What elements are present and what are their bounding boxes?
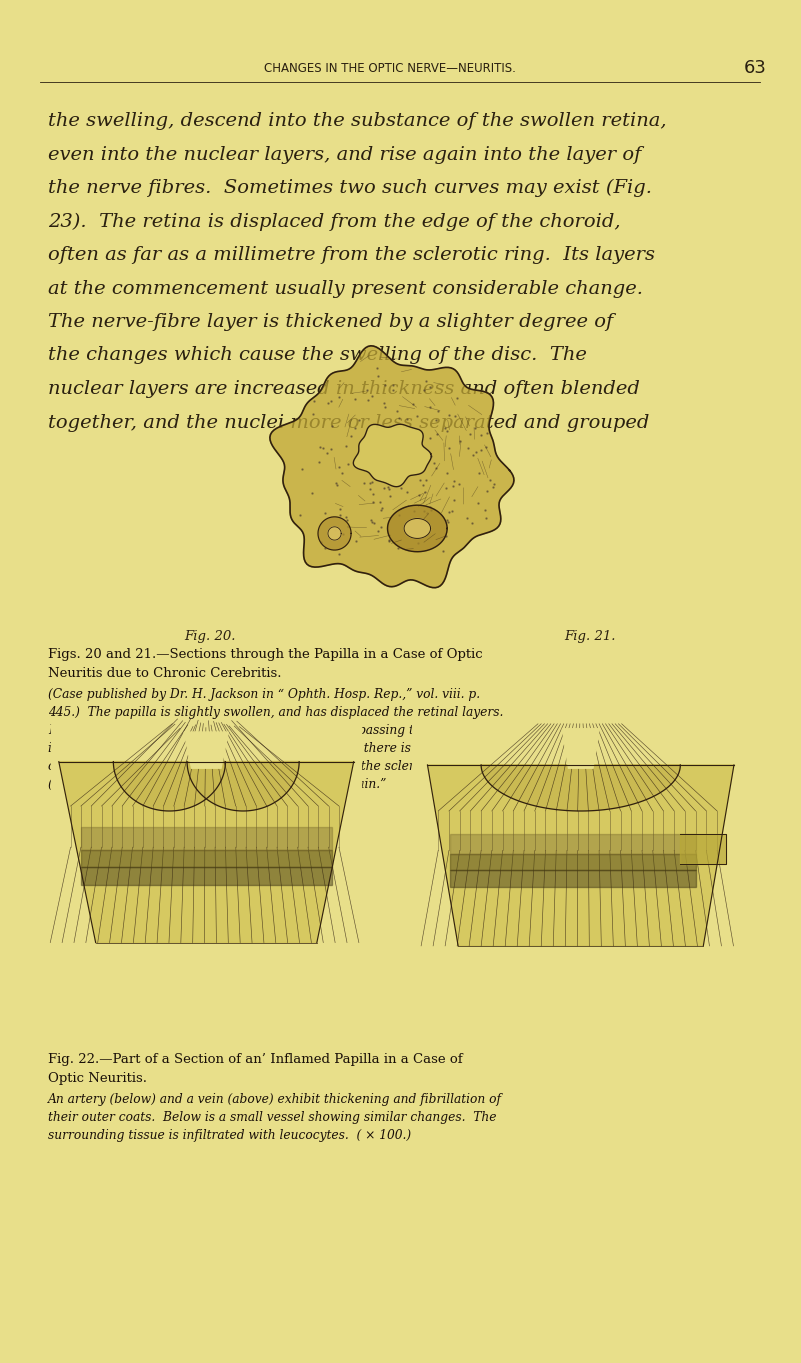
Polygon shape: [353, 424, 431, 487]
Text: (Case published by Dr. H. Jackson in “ Ophth. Hosp. Rep.,” vol. viii. p.: (Case published by Dr. H. Jackson in “ O…: [48, 688, 480, 701]
Text: 23).  The retina is displaced from the edge of the choroid,: 23). The retina is displaced from the ed…: [48, 213, 621, 230]
Text: In Fig. 20 a vein is seen becoming compressed in passing through the: In Fig. 20 a vein is seen becoming compr…: [48, 724, 482, 737]
Text: inflamed retina, but it will be noted that in Fig. 21 there is no sign of: inflamed retina, but it will be noted th…: [48, 741, 476, 755]
Text: the changes which cause the swelling of the disc.  The: the changes which cause the swelling of …: [48, 346, 587, 364]
Text: An artery (below) and a vein (above) exhibit thickening and fibrillation of: An artery (below) and a vein (above) exh…: [48, 1093, 502, 1105]
Polygon shape: [450, 853, 695, 870]
Text: CHANGES IN THE OPTIC NERVE—NEURITIS.: CHANGES IN THE OPTIC NERVE—NEURITIS.: [264, 61, 516, 75]
Polygon shape: [187, 762, 299, 811]
Text: Fig. 22.—Part of a Section of an’ Inflamed Papilla in a Case of: Fig. 22.—Part of a Section of an’ Inflam…: [48, 1054, 463, 1066]
Text: Fig. 20.: Fig. 20.: [184, 630, 235, 643]
Text: nuclear layers are increased in thickness and often blended: nuclear layers are increased in thicknes…: [48, 380, 640, 398]
Text: 445.)  The papilla is slightly swollen, and has displaced the retinal layers.: 445.) The papilla is slightly swollen, a…: [48, 706, 503, 720]
Text: Neuritis due to Chronic Cerebritis.: Neuritis due to Chronic Cerebritis.: [48, 667, 281, 680]
Text: their outer coats.  Below is a small vessel showing similar changes.  The: their outer coats. Below is a small vess…: [48, 1111, 497, 1124]
Polygon shape: [114, 762, 225, 811]
Polygon shape: [328, 527, 341, 540]
Text: 63: 63: [743, 59, 767, 76]
Text: compression, as the central nerve passes through the sclerotic ring.: compression, as the central nerve passes…: [48, 761, 471, 773]
Text: the swelling, descend into the substance of the swollen retina,: the swelling, descend into the substance…: [48, 112, 666, 129]
Polygon shape: [81, 827, 332, 851]
Polygon shape: [51, 724, 361, 946]
Text: even into the nuclear layers, and rise again into the layer of: even into the nuclear layers, and rise a…: [48, 146, 642, 164]
Text: ( × 15.)  See also chapter on “ Softening of the Brain.”: ( × 15.) See also chapter on “ Softening…: [48, 778, 386, 791]
Polygon shape: [481, 765, 680, 811]
Polygon shape: [404, 518, 431, 538]
Polygon shape: [428, 765, 734, 946]
Polygon shape: [562, 729, 599, 769]
Text: at the commencement usually present considerable change.: at the commencement usually present cons…: [48, 279, 643, 297]
Polygon shape: [184, 732, 228, 769]
Polygon shape: [270, 346, 514, 587]
Text: Fig. 21.: Fig. 21.: [564, 630, 616, 643]
Polygon shape: [58, 762, 354, 943]
Polygon shape: [450, 834, 695, 853]
Text: Figs. 20 and 21.—Sections through the Papilla in a Case of Optic: Figs. 20 and 21.—Sections through the Pa…: [48, 647, 483, 661]
Text: often as far as a millimetre from the sclerotic ring.  Its layers: often as far as a millimetre from the sc…: [48, 245, 655, 264]
Polygon shape: [450, 870, 695, 887]
Polygon shape: [413, 724, 749, 946]
Text: together, and the nuclei more or less separated and grouped: together, and the nuclei more or less se…: [48, 413, 650, 432]
Polygon shape: [680, 834, 727, 864]
Text: the nerve fibres.  Sometimes two such curves may exist (Fig.: the nerve fibres. Sometimes two such cur…: [48, 179, 652, 198]
Text: The nerve-fibre layer is thickened by a slighter degree of: The nerve-fibre layer is thickened by a …: [48, 313, 614, 331]
Text: Optic Neuritis.: Optic Neuritis.: [48, 1073, 147, 1085]
Text: surrounding tissue is infiltrated with leucocytes.  ( × 100.): surrounding tissue is infiltrated with l…: [48, 1129, 411, 1142]
Polygon shape: [81, 851, 332, 867]
Polygon shape: [388, 506, 447, 552]
Polygon shape: [81, 867, 332, 885]
Polygon shape: [318, 517, 351, 551]
